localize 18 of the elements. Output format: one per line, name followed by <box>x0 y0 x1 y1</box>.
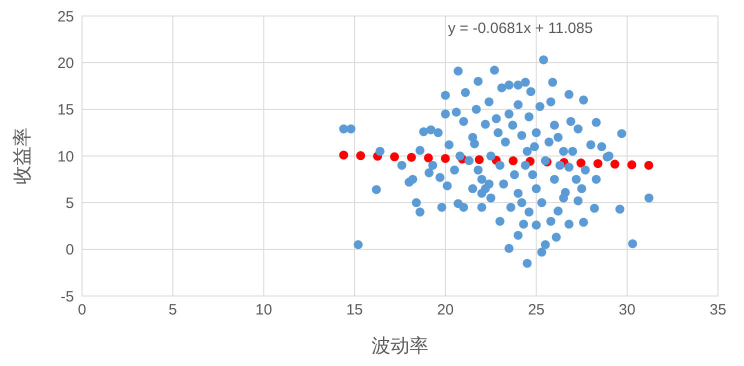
x-tick-label: 25 <box>528 302 545 319</box>
x-tick-label: 5 <box>168 302 178 319</box>
x-tick-label: 35 <box>710 302 726 319</box>
x-axis-title: 波动率 <box>372 335 428 357</box>
y-tick-label: 15 <box>57 102 74 119</box>
annotation: y = -0.0681x + 11.085 <box>448 20 593 37</box>
y-tick-label: 10 <box>57 148 74 166</box>
x-tick-label: 0 <box>78 302 86 319</box>
y-tick-label: -5 <box>60 288 74 306</box>
x-tick-label: 10 <box>255 302 272 319</box>
x-tick-label: 15 <box>346 302 363 319</box>
x-tick-label: 30 <box>618 302 636 319</box>
y-axis-title: 收益率 <box>12 128 34 184</box>
y-tick-label: 25 <box>57 8 74 26</box>
y-tick-label: 20 <box>57 54 74 72</box>
y-tick-label: 5 <box>66 194 74 212</box>
y-tick-label: 0 <box>66 242 74 259</box>
x-tick-label: 20 <box>437 302 454 319</box>
